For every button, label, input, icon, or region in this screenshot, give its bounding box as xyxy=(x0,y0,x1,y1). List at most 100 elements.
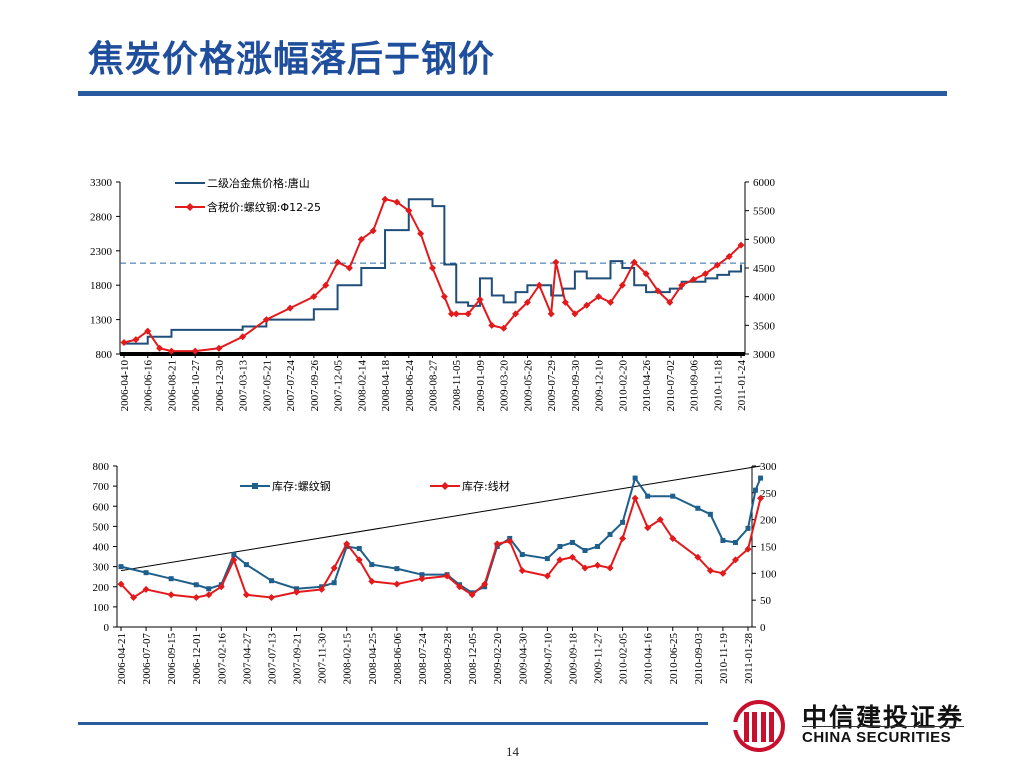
right-tick-label: 4000 xyxy=(753,292,776,304)
data-point xyxy=(732,539,738,545)
data-point xyxy=(618,281,626,289)
data-point xyxy=(369,227,377,235)
right-tick-label: 300 xyxy=(760,461,777,473)
data-point xyxy=(644,524,652,532)
data-point xyxy=(583,301,591,309)
data-point xyxy=(456,583,464,591)
x-tick-label: 2009-07-10 xyxy=(542,633,554,685)
series-line-2 xyxy=(123,198,742,353)
data-point xyxy=(192,593,200,601)
legend-marker xyxy=(186,203,194,211)
x-tick-label: 2009-12-10 xyxy=(594,360,606,412)
data-point xyxy=(519,552,525,558)
data-point xyxy=(206,586,212,592)
data-point xyxy=(191,347,199,355)
right-tick-label: 50 xyxy=(760,595,772,607)
data-point xyxy=(132,336,140,344)
data-point xyxy=(293,588,301,596)
right-tick-label: 0 xyxy=(760,622,766,634)
data-point xyxy=(690,275,698,283)
trend-line xyxy=(120,465,761,572)
data-point xyxy=(523,298,531,306)
data-point xyxy=(493,540,501,548)
data-point xyxy=(118,564,124,570)
data-point xyxy=(630,258,638,266)
data-point xyxy=(355,556,363,564)
data-point xyxy=(167,347,175,355)
data-point xyxy=(518,567,526,575)
footer-rule xyxy=(78,722,708,725)
left-tick-label: 100 xyxy=(93,602,110,614)
right-tick-label: 3500 xyxy=(753,320,776,332)
x-tick-label: 2007-09-26 xyxy=(309,360,321,412)
data-point xyxy=(557,544,563,549)
data-point xyxy=(694,553,702,561)
data-point xyxy=(619,534,627,542)
data-point xyxy=(419,572,425,578)
data-point xyxy=(120,339,128,347)
data-point xyxy=(561,298,569,306)
x-tick-label: 2008-08-27 xyxy=(428,360,440,412)
right-tick-label: 4500 xyxy=(753,263,776,275)
data-point xyxy=(142,585,150,593)
legend-label: 库存:螺纹钢 xyxy=(272,479,331,493)
data-point xyxy=(654,287,662,295)
data-point xyxy=(156,344,164,352)
x-tick-label: 2010-06-25 xyxy=(668,633,680,685)
title-underline xyxy=(78,91,947,96)
x-tick-label: 2008-02-14 xyxy=(356,360,368,412)
x-tick-label: 2010-11-18 xyxy=(712,360,724,411)
data-point xyxy=(447,310,455,318)
data-point xyxy=(242,591,250,599)
data-point xyxy=(443,572,451,580)
data-point xyxy=(318,585,326,593)
data-point xyxy=(631,494,639,502)
data-point xyxy=(707,511,713,517)
logo-chinese-name: 中信建投证券 xyxy=(802,703,965,732)
x-tick-label: 2008-04-25 xyxy=(367,633,379,685)
data-point xyxy=(571,310,579,318)
data-point xyxy=(394,566,400,572)
x-tick-label: 2008-12-05 xyxy=(467,633,479,685)
data-point xyxy=(368,577,376,585)
logo-divider xyxy=(802,726,964,727)
data-point xyxy=(757,494,765,502)
data-point xyxy=(369,562,375,568)
data-point xyxy=(670,493,676,499)
data-point xyxy=(620,519,626,525)
data-point xyxy=(594,561,602,569)
right-tick-label: 5000 xyxy=(753,234,776,246)
data-point xyxy=(243,562,249,568)
data-point xyxy=(645,493,651,499)
data-point xyxy=(744,545,752,553)
data-point xyxy=(331,580,337,586)
data-point xyxy=(476,296,484,304)
data-point xyxy=(753,487,759,493)
data-point xyxy=(440,293,448,301)
right-tick-label: 250 xyxy=(760,488,777,500)
data-point xyxy=(231,552,237,558)
page-title: 焦炭价格涨幅落后于钢价 xyxy=(88,39,496,80)
right-tick-label: 100 xyxy=(760,568,777,580)
x-tick-label: 2008-06-06 xyxy=(392,633,404,685)
x-tick-label: 2010-02-20 xyxy=(617,360,629,412)
x-tick-label: 2008-07-24 xyxy=(417,633,429,685)
x-tick-label: 2010-04-26 xyxy=(641,360,653,412)
left-tick-label: 600 xyxy=(93,501,110,513)
x-tick-label: 2007-09-21 xyxy=(292,633,304,684)
data-point xyxy=(713,261,721,269)
data-point xyxy=(512,310,520,318)
x-tick-label: 2008-02-15 xyxy=(342,633,354,685)
left-tick-label: 400 xyxy=(93,542,110,554)
data-point xyxy=(393,580,401,588)
series-line-1 xyxy=(124,198,742,345)
data-point xyxy=(656,516,664,524)
x-tick-label: 2008-06-24 xyxy=(404,360,416,412)
legend-label: 含税价:螺纹钢:Φ12-25 xyxy=(207,200,321,214)
data-point xyxy=(595,293,603,301)
data-point xyxy=(695,505,701,511)
data-point xyxy=(381,195,389,203)
data-point xyxy=(418,575,426,583)
x-tick-label: 2007-04-27 xyxy=(241,633,253,685)
x-tick-label: 2007-03-13 xyxy=(238,360,250,412)
